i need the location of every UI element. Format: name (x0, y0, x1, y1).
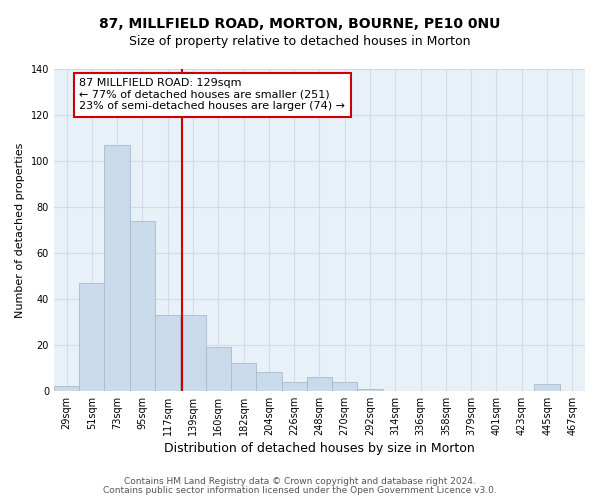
Bar (231, 363, 256, 391)
Bar (332, 382, 358, 391)
Bar (535, 384, 560, 391)
Bar (206, 347, 231, 391)
Text: Contains public sector information licensed under the Open Government Licence v3: Contains public sector information licen… (103, 486, 497, 495)
Bar (155, 315, 181, 391)
Bar (181, 315, 206, 391)
Bar (79, 283, 104, 391)
Bar (358, 388, 383, 391)
X-axis label: Distribution of detached houses by size in Morton: Distribution of detached houses by size … (164, 442, 475, 455)
Bar (307, 377, 332, 391)
Bar (54, 386, 79, 391)
Bar (130, 220, 155, 391)
Text: 87, MILLFIELD ROAD, MORTON, BOURNE, PE10 0NU: 87, MILLFIELD ROAD, MORTON, BOURNE, PE10… (100, 18, 500, 32)
Bar (256, 372, 281, 391)
Text: 87 MILLFIELD ROAD: 129sqm
← 77% of detached houses are smaller (251)
23% of semi: 87 MILLFIELD ROAD: 129sqm ← 77% of detac… (79, 78, 345, 112)
Text: Size of property relative to detached houses in Morton: Size of property relative to detached ho… (129, 35, 471, 48)
Bar (104, 145, 130, 391)
Y-axis label: Number of detached properties: Number of detached properties (15, 142, 25, 318)
Bar (281, 382, 307, 391)
Text: Contains HM Land Registry data © Crown copyright and database right 2024.: Contains HM Land Registry data © Crown c… (124, 477, 476, 486)
